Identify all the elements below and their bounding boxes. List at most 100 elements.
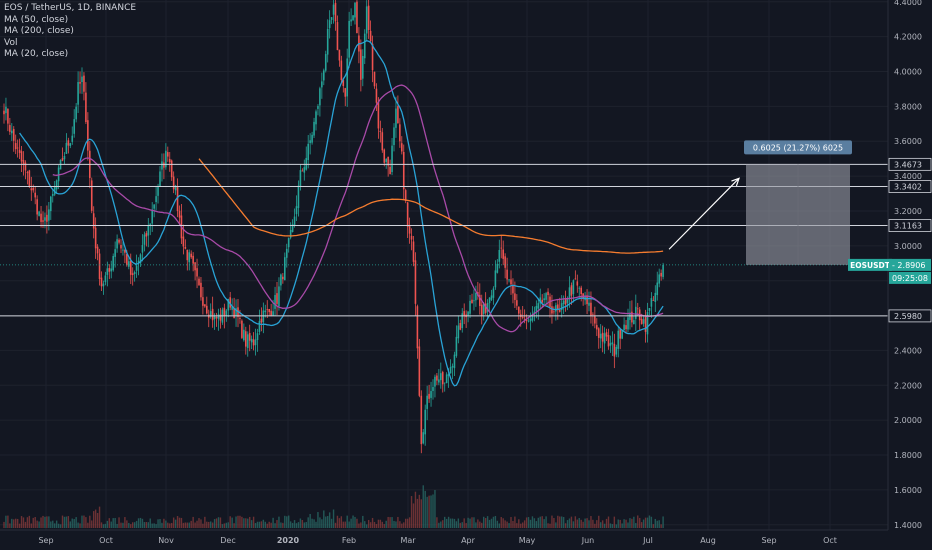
volume-bar (535, 521, 538, 528)
volume-bar (467, 517, 469, 528)
candle-body (508, 279, 510, 281)
volume-bar (621, 523, 623, 528)
volume-bar (637, 515, 639, 528)
volume-bar (30, 523, 32, 528)
candle-body (170, 160, 173, 178)
y-tick-label: 4.4000 (894, 0, 922, 7)
candle-body (488, 297, 491, 304)
volume-bar (217, 517, 220, 528)
candle-body (137, 260, 140, 264)
volume-bar (15, 518, 17, 528)
volume-bar (87, 522, 89, 528)
candle-body (424, 409, 426, 435)
volume-bar (307, 517, 309, 528)
volume-bar (598, 515, 600, 528)
candle-body (498, 249, 501, 262)
candle-body (416, 306, 419, 349)
candle-body (315, 111, 317, 125)
volume-bar (98, 506, 101, 528)
volume-bar (529, 519, 532, 528)
volume-bar (561, 516, 563, 528)
legend-ma20[interactable]: MA (20, close) (4, 49, 69, 59)
volume-bar (471, 517, 473, 528)
candle-body (114, 249, 116, 257)
y-tick-label: 1.4000 (894, 521, 922, 530)
volume-bar (63, 516, 66, 528)
candle-body (381, 132, 384, 151)
volume-bar (16, 518, 19, 528)
volume-bar (635, 523, 637, 528)
volume-bar (112, 518, 114, 528)
volume-bar (186, 522, 188, 528)
volume-bar (323, 510, 325, 528)
volume-bar (42, 515, 44, 528)
candle-body (430, 391, 432, 398)
volume-bar (96, 512, 99, 528)
candle-body (566, 298, 569, 303)
candle-body (291, 224, 294, 232)
volume-bar (202, 523, 204, 528)
price-label: - 2.8906 (892, 261, 925, 270)
legend-ma50[interactable]: MA (50, close) (4, 14, 69, 25)
volume-bar (280, 522, 282, 528)
volume-bar (67, 516, 70, 528)
legend-vol[interactable]: Vol (4, 37, 18, 48)
volume-bar (194, 522, 196, 528)
y-tick-label: 3.6000 (894, 137, 922, 146)
candle-body (319, 88, 321, 106)
volume-bar (338, 518, 341, 528)
volume-bar (640, 522, 643, 528)
volume-bar (492, 516, 495, 528)
volume-bar (38, 521, 40, 528)
legend-ma200[interactable]: MA (200, close) (4, 26, 74, 36)
level-label: 2.5980 (894, 312, 922, 321)
volume-bar (444, 516, 446, 528)
candle-body (615, 346, 618, 355)
candle-body (206, 305, 208, 314)
volume-bar (282, 522, 284, 528)
volume-bar (527, 517, 530, 528)
volume-bar (102, 524, 105, 528)
candle-body (118, 239, 120, 243)
volume-bar (644, 517, 647, 528)
volume-bar (221, 524, 224, 528)
candle-body (293, 216, 296, 226)
volume-bar (288, 515, 290, 528)
candle-body (233, 308, 235, 319)
volume-bar (623, 519, 625, 528)
candle-body (447, 373, 450, 376)
volume-bar (239, 515, 241, 528)
candle-body (613, 343, 616, 357)
volume-bar (303, 522, 305, 528)
chart-legend: EOS / TetherUS, 1D, BINANCE MA (50, clos… (4, 3, 136, 61)
volume-bar (151, 523, 153, 528)
candle-body (438, 379, 440, 383)
candle-body (190, 253, 192, 258)
ma50-line (52, 84, 664, 333)
volume-bar (381, 521, 383, 528)
y-tick-label: 2.4000 (894, 346, 922, 355)
volume-bar (128, 522, 130, 528)
volume-bar (213, 519, 216, 528)
candle-body (434, 376, 436, 387)
time-axis[interactable]: Sep Oct Nov Dec 2020 Feb Mar Apr May Jun Jul Aug Sep… (0, 529, 888, 545)
candle-body (633, 320, 635, 325)
volume-bar (366, 524, 368, 528)
x-tick-label: Dec (220, 536, 235, 545)
volume-bar (397, 516, 399, 528)
volume-bar (262, 519, 265, 528)
candle-body (139, 254, 142, 264)
candle-body (576, 281, 579, 286)
level-label: 3.4673 (894, 160, 922, 169)
candle-body (317, 106, 319, 109)
volume-bar (289, 521, 292, 528)
volume-bar (143, 522, 146, 528)
candle-body (307, 143, 309, 161)
volume-bar (291, 522, 294, 528)
candle-body (586, 295, 588, 305)
ma20-line (19, 40, 664, 387)
candle-body (14, 143, 17, 150)
candle-body (285, 248, 288, 258)
measure-tool[interactable]: 0.6025 (21.27%) 6025 (668, 140, 852, 265)
